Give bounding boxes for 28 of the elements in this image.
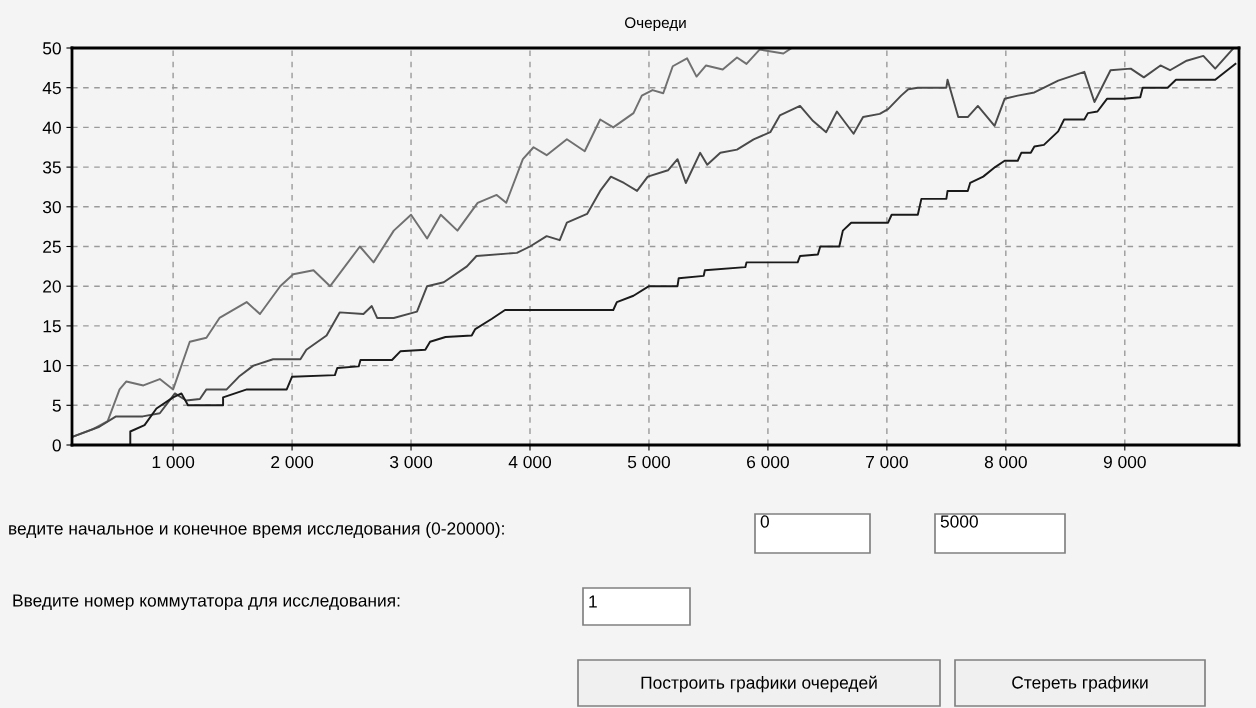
x-tick-label: 2 000 bbox=[271, 455, 314, 469]
x-tick-label: 4 000 bbox=[508, 455, 552, 469]
text: ведите начальное и конечное время исследования (0-20000): bbox=[9, 521, 504, 539]
text: 5000 bbox=[940, 515, 978, 528]
y-tick-label: 40 bbox=[42, 121, 61, 134]
y-tick-label: 20 bbox=[43, 280, 61, 293]
x-tick-label: 7 000 bbox=[866, 455, 908, 469]
y-tick-label: 30 bbox=[42, 200, 61, 214]
y-tick-label: 5 bbox=[52, 399, 61, 412]
x-tick-label: 3 000 bbox=[389, 455, 433, 469]
text: Построить графики очередей bbox=[641, 675, 877, 693]
x-tick-label: 6 000 bbox=[747, 455, 789, 469]
y-tick-label: 25 bbox=[43, 240, 61, 253]
x-tick-label: 9 000 bbox=[1103, 455, 1146, 469]
text: Введите номер коммутатора для исследования: bbox=[13, 594, 400, 611]
text: 0 bbox=[760, 515, 769, 528]
y-tick-label: 35 bbox=[42, 161, 61, 174]
y-tick-label: 50 bbox=[42, 42, 61, 55]
x-tick-label: 1 000 bbox=[152, 455, 195, 469]
text: Стереть графики bbox=[1012, 675, 1148, 693]
x-tick-label: 8 000 bbox=[984, 455, 1027, 469]
y-tick-label: 45 bbox=[42, 82, 61, 95]
x-tick-label: 5 000 bbox=[627, 455, 670, 469]
y-tick-label: 0 bbox=[52, 439, 61, 452]
chart-title: Очереди bbox=[625, 17, 686, 32]
text: 1 bbox=[589, 595, 597, 608]
y-tick-label: 15 bbox=[43, 320, 61, 333]
y-tick-label: 10 bbox=[43, 359, 61, 373]
